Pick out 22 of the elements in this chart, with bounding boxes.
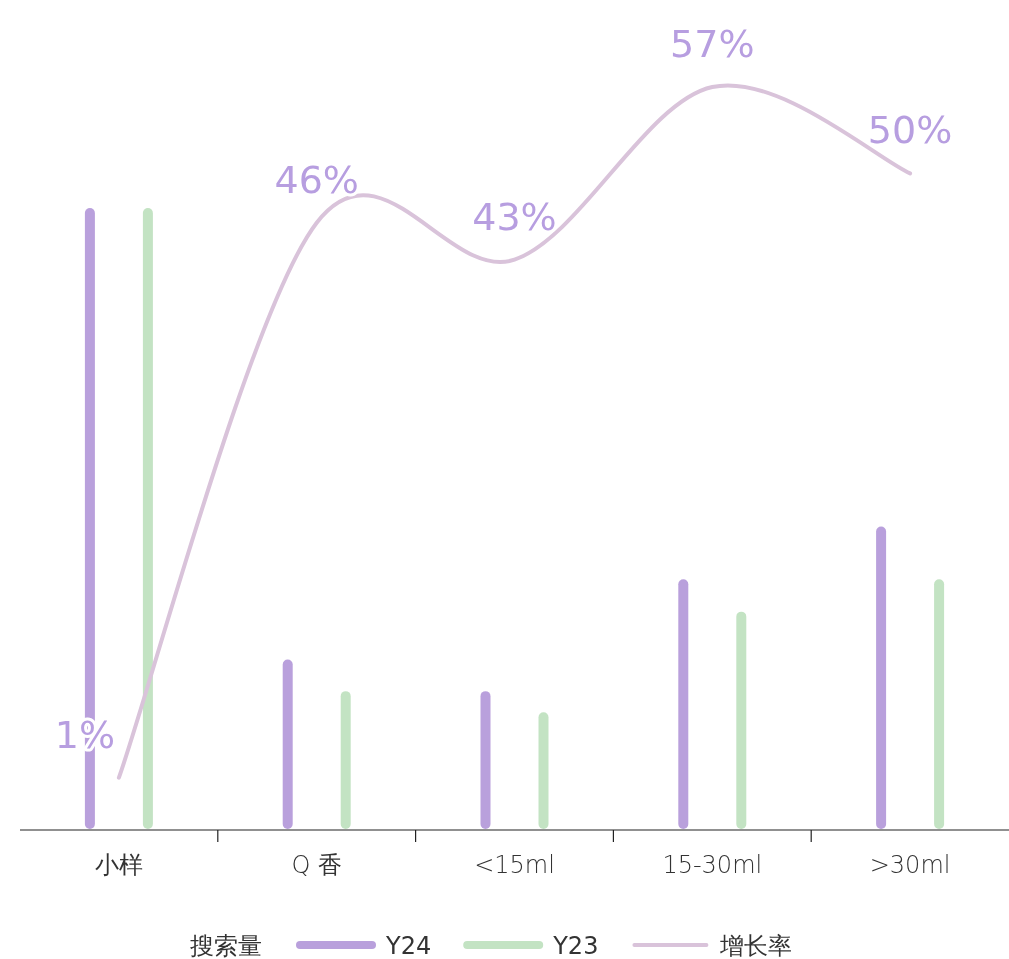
x-tick-label: 小样 (94, 851, 143, 879)
bar (142, 208, 153, 829)
legend-title: 搜索量 (190, 932, 262, 959)
bar (876, 526, 887, 829)
data-label: 46% (274, 157, 359, 202)
bar (678, 579, 689, 829)
bar (736, 611, 747, 829)
bar (340, 691, 351, 829)
data-label: 50% (867, 108, 953, 153)
legend-label: Y23 (552, 932, 599, 959)
bar (538, 712, 549, 829)
bar (934, 579, 945, 829)
bar (480, 691, 491, 829)
x-tick-label: <15ml (474, 851, 555, 879)
legend-label: 增长率 (719, 932, 793, 959)
x-tick-label: >30ml (869, 851, 951, 879)
x-tick-label: 15-30ml (662, 851, 763, 879)
bar (282, 659, 293, 829)
data-label: 43% (472, 194, 557, 239)
data-label: 57% (670, 22, 755, 66)
x-tick-label: Q 香 (291, 851, 342, 879)
legend-label: Y24 (385, 932, 432, 959)
